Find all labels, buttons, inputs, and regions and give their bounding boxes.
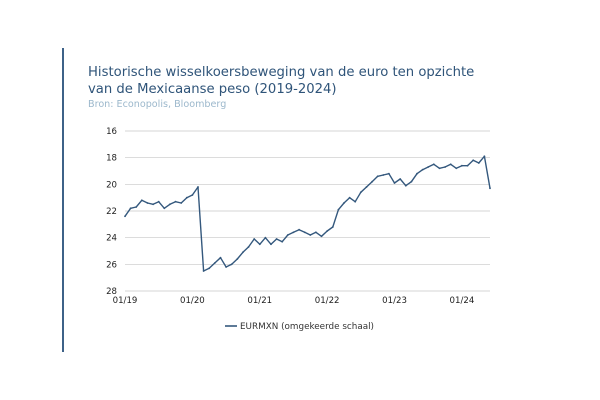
data-point (444, 166, 446, 168)
y-tick-label: 16 (106, 127, 117, 137)
data-point (208, 267, 211, 270)
y-tick-label: 26 (106, 260, 117, 270)
x-axis: 01/19 01/20 01/21 01/22 01/23 01/24 (113, 296, 475, 306)
data-point (157, 200, 160, 203)
data-point (185, 196, 188, 199)
data-point (359, 191, 362, 194)
data-point (191, 194, 194, 196)
data-point (180, 202, 183, 204)
data-point (292, 231, 295, 234)
data-point (489, 187, 491, 190)
data-point (376, 175, 379, 178)
x-tick-label: 01/23 (382, 296, 407, 306)
data-point (483, 155, 486, 158)
data-point (477, 162, 480, 164)
x-tick-label: 01/19 (113, 296, 138, 306)
data-point (281, 240, 284, 243)
y-tick-label: 22 (106, 207, 117, 217)
data-point (393, 182, 396, 184)
data-point (331, 226, 334, 228)
data-point (343, 202, 345, 204)
data-point (270, 243, 272, 246)
data-point (140, 199, 143, 202)
legend: EURMXN (omgekeerde schaal) (225, 322, 374, 332)
data-point (219, 256, 222, 259)
data-point (309, 234, 312, 236)
data-point (258, 243, 261, 246)
accent-bar (62, 48, 64, 352)
data-point (124, 215, 126, 218)
data-point (286, 234, 289, 236)
data-point (455, 167, 458, 170)
data-point (427, 166, 430, 168)
data-point (129, 207, 132, 210)
data-point (337, 208, 340, 211)
chart-title: Historische wisselkoersbeweging van de e… (88, 64, 568, 98)
x-tick-label: 01/22 (315, 296, 340, 306)
x-tick-label: 01/24 (450, 296, 475, 306)
data-point (320, 235, 323, 238)
data-point (416, 172, 418, 175)
data-point (169, 203, 171, 206)
data-point (236, 258, 239, 260)
chart-source: Bron: Econopolis, Bloomberg (88, 99, 227, 110)
data-point (461, 164, 463, 167)
data-point (247, 246, 250, 248)
data-point (135, 206, 138, 208)
data-point (404, 184, 407, 187)
legend-label: EURMXN (omgekeerde schaal) (240, 322, 374, 332)
data-point (388, 172, 390, 175)
data-point (163, 207, 166, 210)
data-point (225, 266, 228, 268)
data-point (371, 180, 373, 183)
series-layer (124, 155, 491, 272)
x-tick-label: 01/21 (247, 296, 272, 306)
data-point (230, 263, 233, 266)
data-point (438, 167, 441, 170)
grid (125, 130, 490, 292)
data-point (202, 270, 205, 272)
series-line-eurmxn (124, 155, 491, 272)
data-point (399, 178, 402, 180)
x-tick-label: 01/20 (180, 296, 205, 306)
data-point (472, 159, 475, 162)
data-point (365, 186, 368, 188)
y-tick-label: 28 (106, 287, 117, 297)
data-point (213, 262, 216, 264)
data-point (326, 230, 329, 232)
data-point (152, 203, 155, 206)
y-tick-label: 24 (106, 234, 117, 244)
data-point (354, 200, 357, 203)
y-tick-label: 20 (106, 180, 117, 190)
y-axis: 16 18 20 22 24 26 28 (106, 127, 117, 297)
data-point (410, 180, 413, 183)
data-point (253, 238, 256, 240)
data-point (174, 200, 177, 203)
data-point (421, 168, 424, 171)
data-point (264, 236, 267, 239)
data-point (382, 174, 385, 176)
data-point (242, 251, 244, 254)
data-point (315, 231, 317, 234)
data-point (449, 163, 452, 166)
data-point (432, 163, 435, 166)
data-point (275, 238, 278, 240)
data-point (303, 231, 306, 234)
data-point (298, 228, 300, 231)
data-point (466, 164, 469, 167)
data-point (348, 196, 351, 199)
chart-title-line-1: Historische wisselkoersbeweging van de e… (88, 65, 475, 80)
data-point (197, 186, 199, 188)
data-point (146, 202, 149, 204)
y-tick-label: 18 (106, 154, 117, 164)
chart-title-line-2: van de Mexicaanse peso (2019-2024) (88, 82, 337, 97)
